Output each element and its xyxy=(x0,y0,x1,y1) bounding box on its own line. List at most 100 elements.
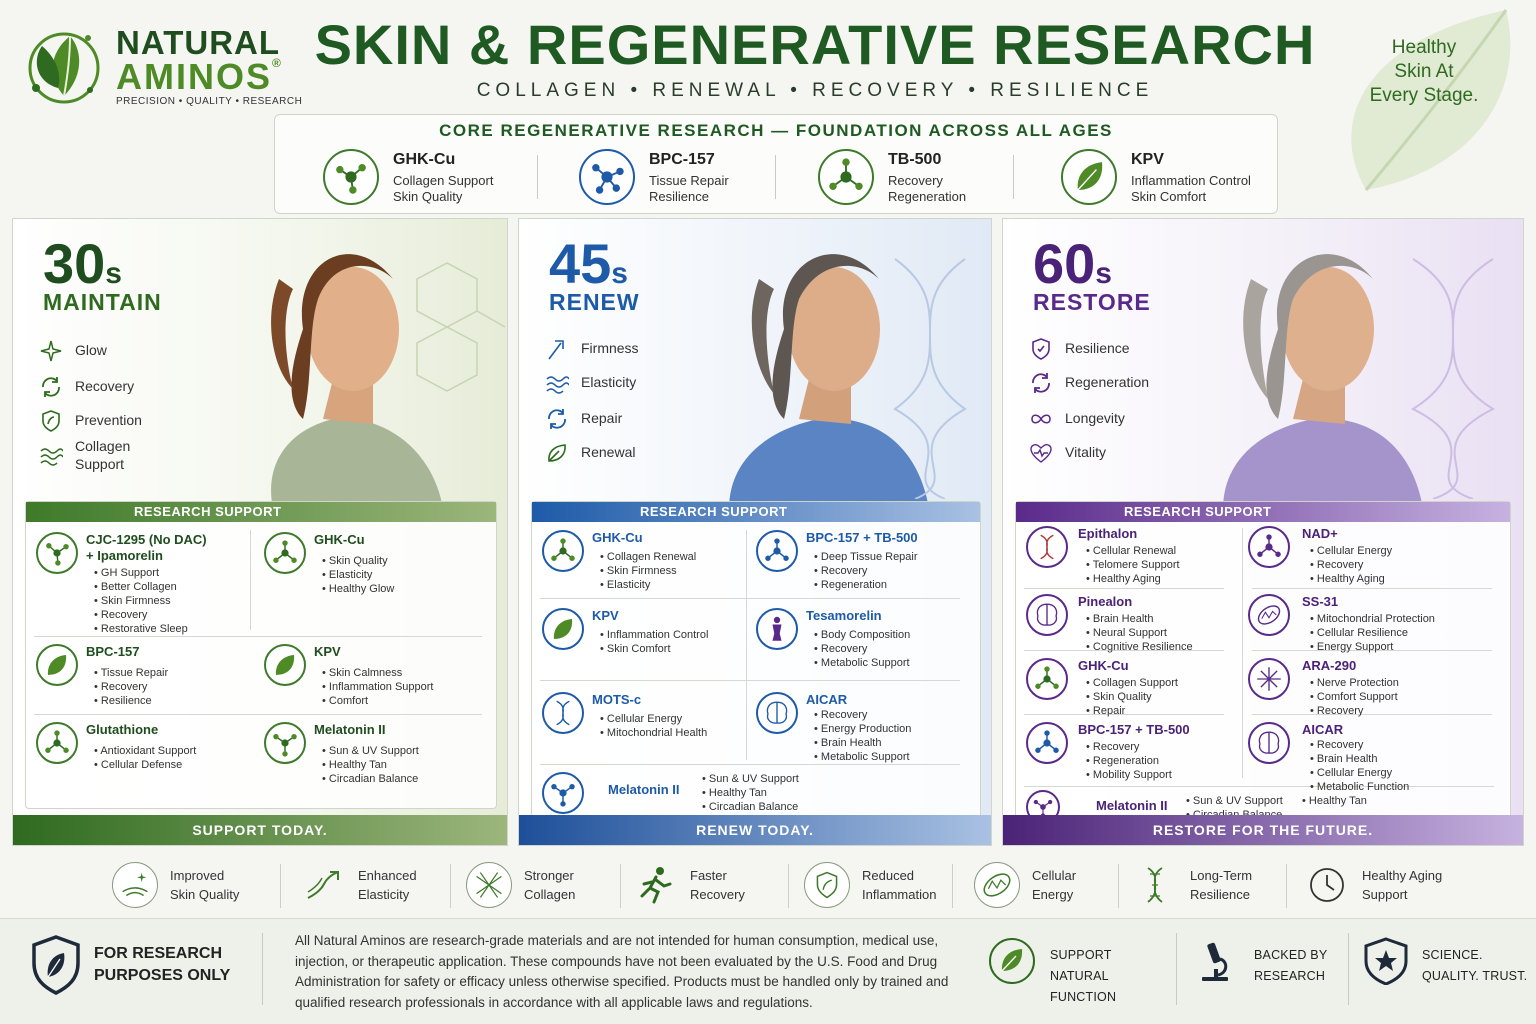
portrait-woman-60s xyxy=(1223,254,1423,509)
molecule-icon xyxy=(264,532,306,574)
brain-icon xyxy=(1026,594,1068,636)
compound-cjc-1295: CJC-1295 (No DAC) + Ipamorelin GH Suppor… xyxy=(36,532,256,635)
leaf-icon xyxy=(989,938,1035,984)
benefit-improved-skin-quality: Improved Skin Quality xyxy=(112,858,282,914)
badge-support-natural-function: SUPPORT NATURAL FUNCTION xyxy=(988,935,1168,1004)
age-label: 60s xyxy=(1033,232,1112,295)
benefit-enhanced-elasticity: Enhanced Elasticity xyxy=(300,858,470,914)
panel-30s-maintain: 30s MAINTAIN Glow Recovery Prevention Co… xyxy=(12,218,508,846)
sparkle-icon xyxy=(40,340,62,362)
brand-logo: NATURAL AMINOS® PRECISION • QUALITY • RE… xyxy=(18,18,308,114)
core-item-tb-500: TB-500 Recovery Regeneration xyxy=(818,145,1058,209)
compound-bpc-157-tb-500: BPC-157 + TB-500 RecoveryRegenerationMob… xyxy=(1026,722,1246,812)
compound-tesamorelin: Tesamorelin Body CompositionRecoveryMeta… xyxy=(756,608,976,698)
molecule-icon xyxy=(1026,658,1068,700)
research-support-header: RESEARCH SUPPORT xyxy=(532,502,980,522)
feature-glow: Glow xyxy=(39,335,209,369)
brand-name-line1: NATURAL xyxy=(116,24,281,61)
benefit-cellular-energy: Cellular Energy xyxy=(974,858,1144,914)
footer: FOR RESEARCH PURPOSES ONLY All Natural A… xyxy=(0,918,1536,1024)
stage-label: MAINTAIN xyxy=(43,289,162,315)
molecule-icon xyxy=(579,149,635,205)
brain-icon xyxy=(1248,722,1290,764)
portrait-woman-30s xyxy=(271,254,443,509)
research-support-header: RESEARCH SUPPORT xyxy=(1016,502,1510,522)
refresh-icon xyxy=(42,377,60,397)
dna-icon xyxy=(1147,867,1163,903)
core-research-box: CORE REGENERATIVE RESEARCH — FOUNDATION … xyxy=(274,114,1278,214)
leaf-icon xyxy=(542,608,584,650)
heart-icon xyxy=(1030,444,1052,463)
star-shield-icon xyxy=(1364,937,1408,985)
infinity-icon xyxy=(1031,414,1051,424)
shield-icon xyxy=(804,862,850,908)
decorative-leaf-icon xyxy=(1351,9,1511,191)
molecule-icon xyxy=(36,722,78,764)
compound-melatonin-ii: Melatonin II Sun & UV SupportHealthy Tan… xyxy=(264,722,484,812)
panel-footer: RESTORE FOR THE FUTURE. xyxy=(1003,815,1523,845)
feature-recovery: Recovery xyxy=(39,371,209,405)
age-label: 45s xyxy=(549,232,628,295)
nerve-icon xyxy=(1248,658,1290,700)
skin-icon xyxy=(112,862,158,908)
compound-ghk-cu: GHK-Cu Skin QualityElasticityHealthy Glo… xyxy=(264,532,484,622)
feature-regeneration: Regeneration xyxy=(1029,367,1199,401)
leaf-logo-icon xyxy=(28,32,100,104)
compound-mots-c: MOTS-c Cellular EnergyMitochondrial Heal… xyxy=(542,692,762,782)
brand-tagline: PRECISION • QUALITY • RESEARCH xyxy=(116,96,303,107)
research-support-box: RESEARCH SUPPORT Epithalon Cellular Rene… xyxy=(1015,501,1511,825)
core-item-kpv: KPV Inflammation Control Skin Comfort xyxy=(1061,145,1301,209)
age-label: 30s xyxy=(43,232,122,295)
feature-repair: Repair xyxy=(545,403,715,437)
benefit-healthy-aging-support: Healthy Aging Support xyxy=(1304,858,1474,914)
research-support-header: RESEARCH SUPPORT xyxy=(26,502,496,522)
compound-bpc-157: BPC-157 Tissue RepairRecoveryResilience xyxy=(36,644,256,734)
molecule-pattern-icon xyxy=(416,262,506,392)
portrait-woman-45s xyxy=(729,254,929,509)
microscope-icon xyxy=(1202,942,1228,981)
panel-footer: SUPPORT TODAY. xyxy=(13,815,507,845)
feature-elasticity: Elasticity xyxy=(545,367,715,401)
benefit-faster-recovery: Faster Recovery xyxy=(632,858,802,914)
shield-icon xyxy=(1032,338,1050,360)
dna-helix-icon xyxy=(893,258,967,499)
research-support-box: RESEARCH SUPPORT GHK-Cu Collagen Renewal… xyxy=(531,501,981,823)
stage-label: RENEW xyxy=(549,289,640,315)
core-title: CORE REGENERATIVE RESEARCH — FOUNDATION … xyxy=(439,121,1113,140)
leaf-icon xyxy=(548,444,566,462)
molecule-icon xyxy=(323,149,379,205)
brain-icon xyxy=(756,692,798,734)
header-tagline: Healthy Skin At Every Stage. xyxy=(1369,37,1479,106)
waves-icon xyxy=(40,448,63,466)
trend-up-icon xyxy=(307,871,339,899)
compound-ghk-cu: GHK-Cu Collagen RenewalSkin FirmnessElas… xyxy=(542,530,762,620)
benefit-long-term-resilience: Long-Term Resilience xyxy=(1132,858,1302,914)
dna-helix-icon xyxy=(1410,258,1496,499)
compound-nad-plus: NAD+ Cellular EnergyRecoveryHealthy Agin… xyxy=(1248,526,1468,616)
research-support-box: RESEARCH SUPPORT CJC-1295 (No DAC) + Ipa… xyxy=(25,501,497,809)
badge-backed-by-research: BACKED BY RESEARCH xyxy=(1190,935,1340,995)
feature-resilience: Resilience xyxy=(1029,333,1199,367)
molecule-icon xyxy=(542,530,584,572)
page-title: SKIN & REGENERATIVE RESEARCH xyxy=(314,13,1316,76)
brand-name-line2: AMINOS® xyxy=(116,56,283,97)
benefit-stronger-collagen: Stronger Collagen xyxy=(466,858,636,914)
molecule-icon xyxy=(542,772,584,814)
feature-firmness: Firmness xyxy=(545,333,715,367)
leaf-icon xyxy=(1061,149,1117,205)
compound-glutathione: Glutathione Antioxidant SupportCellular … xyxy=(36,722,256,812)
leaf-icon xyxy=(36,644,78,686)
molecule-icon xyxy=(1248,526,1290,568)
waves-icon xyxy=(546,376,569,394)
runner-icon xyxy=(640,867,672,904)
feature-longevity: Longevity xyxy=(1029,403,1199,437)
benefits-row: Improved Skin Quality Enhanced Elasticit… xyxy=(0,856,1536,916)
compound-aicar: AICAR RecoveryEnergy ProductionBrain Hea… xyxy=(756,692,976,782)
compound-pinealon: Pinealon Brain HealthNeural SupportCogni… xyxy=(1026,594,1246,684)
benefit-reduced-inflammation: Reduced Inflammation xyxy=(804,858,974,914)
molecule-icon xyxy=(756,530,798,572)
disclaimer-text: All Natural Aminos are research-grade ma… xyxy=(295,933,949,1010)
compound-epithalon: Epithalon Cellular RenewalTelomere Suppo… xyxy=(1026,526,1246,616)
